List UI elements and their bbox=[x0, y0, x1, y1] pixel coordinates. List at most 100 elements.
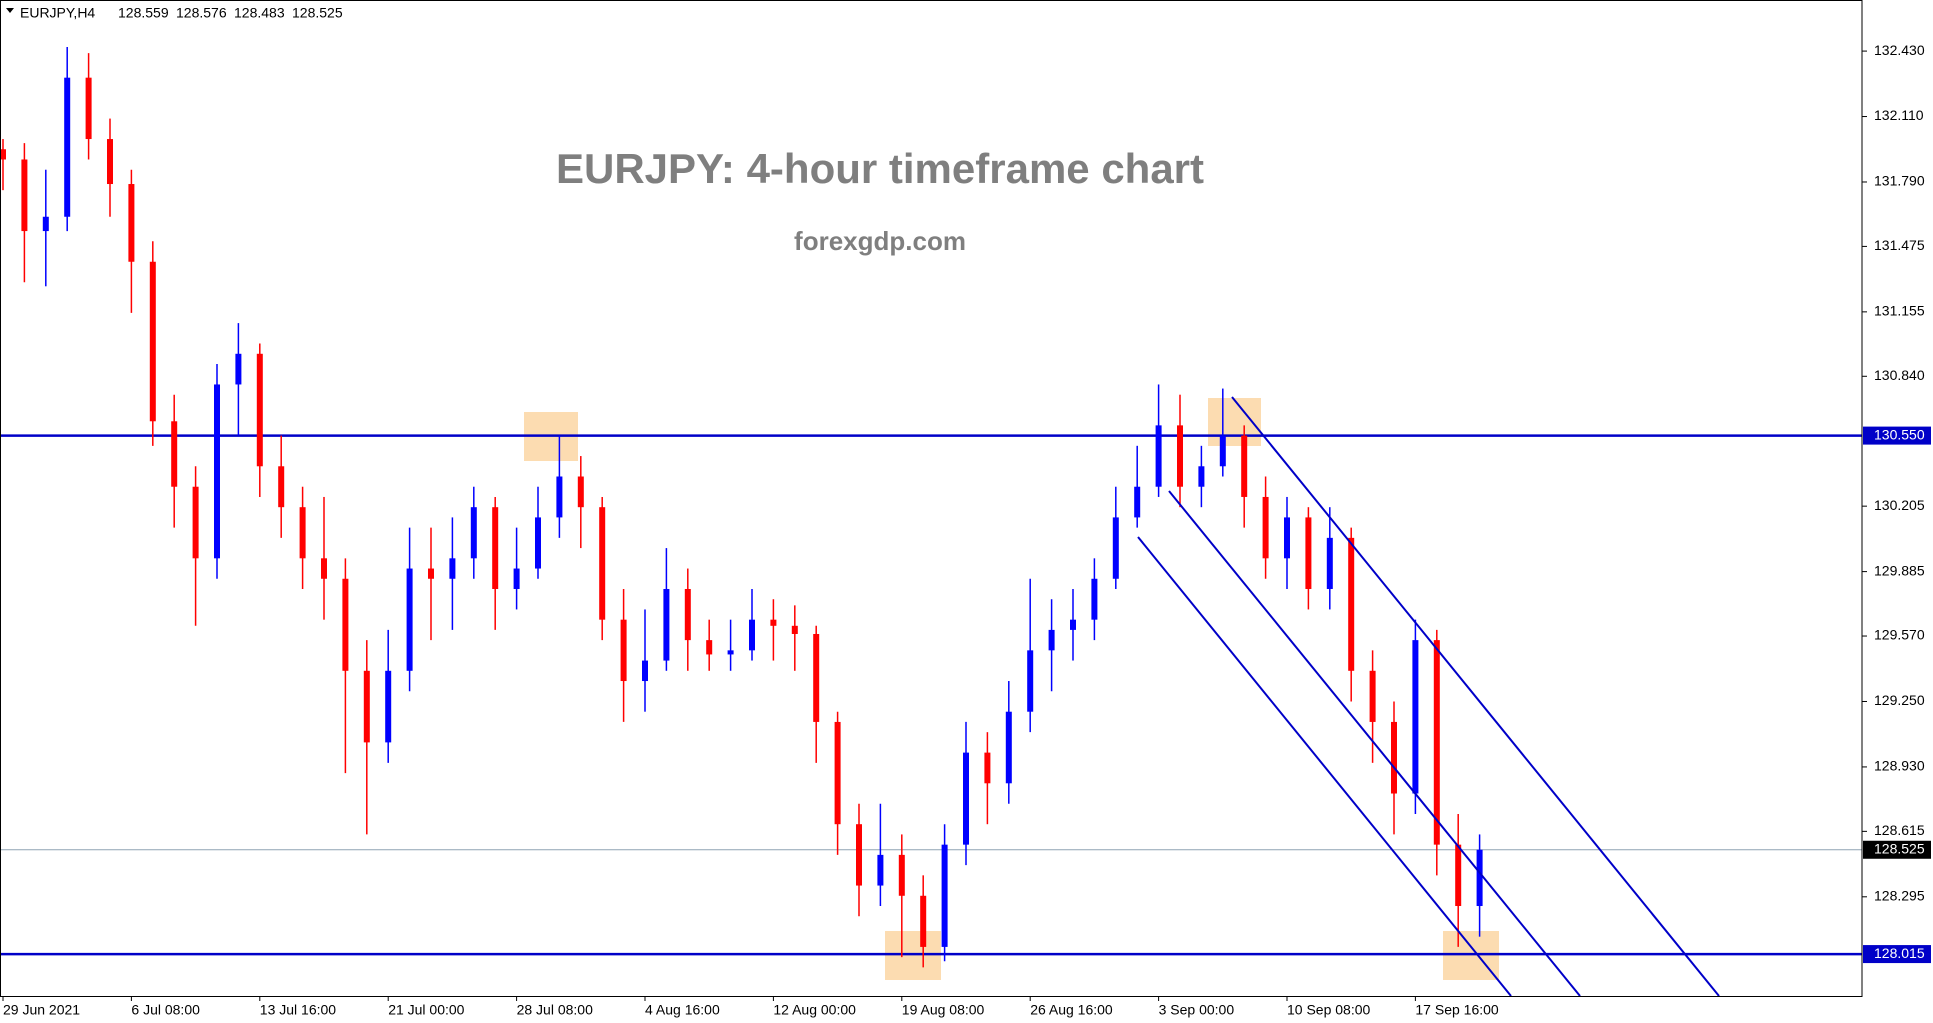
candle-body bbox=[342, 578, 349, 671]
candle-body bbox=[1070, 619, 1076, 630]
plot-border bbox=[0, 0, 1863, 997]
candle-body bbox=[599, 507, 606, 620]
candle-body bbox=[1262, 496, 1269, 559]
candle-body bbox=[1476, 849, 1483, 907]
channel-line bbox=[1137, 536, 1512, 997]
candle-body bbox=[1284, 517, 1290, 559]
candle-body bbox=[791, 625, 798, 634]
x-tick-label: 28 Jul 08:00 bbox=[517, 1002, 593, 1018]
candle-body bbox=[256, 353, 263, 467]
candle-body bbox=[941, 844, 948, 947]
menu-arrow bbox=[6, 8, 14, 13]
candle-body bbox=[1155, 425, 1162, 487]
candle-body bbox=[1348, 537, 1355, 671]
x-tick-label: 17 Sep 16:00 bbox=[1415, 1002, 1499, 1018]
candle-body bbox=[64, 77, 71, 217]
candle-body bbox=[1134, 486, 1141, 518]
candle-body bbox=[149, 261, 156, 422]
candle-body bbox=[0, 149, 6, 160]
level-label: 128.015 bbox=[1874, 945, 1925, 961]
chart-title: EURJPY: 4-hour timeframe chart bbox=[556, 145, 1204, 192]
candle-body bbox=[1326, 537, 1333, 589]
quote-value: 128.525 bbox=[292, 5, 343, 21]
level-label-box bbox=[1863, 426, 1931, 445]
x-tick-label: 26 Aug 16:00 bbox=[1030, 1002, 1113, 1018]
candle-body bbox=[898, 854, 905, 896]
y-tick-label: 131.155 bbox=[1874, 303, 1925, 319]
x-tick-label: 4 Aug 16:00 bbox=[645, 1002, 720, 1018]
price-label-box bbox=[1863, 840, 1931, 859]
x-tick-label: 10 Sep 08:00 bbox=[1287, 1002, 1371, 1018]
candle-body bbox=[984, 752, 991, 784]
x-tick-label: 6 Jul 08:00 bbox=[131, 1002, 200, 1018]
candle-body bbox=[1048, 629, 1055, 651]
candle-body bbox=[856, 824, 862, 886]
y-tick-label: 130.840 bbox=[1874, 367, 1925, 383]
candle-body bbox=[663, 588, 670, 661]
candle-body bbox=[363, 670, 370, 743]
channel-lines bbox=[1137, 396, 1720, 997]
candle-body bbox=[470, 507, 477, 559]
candle-body bbox=[1219, 435, 1226, 467]
candle-body bbox=[749, 619, 755, 651]
plot-layer bbox=[0, 46, 1862, 968]
candle-body bbox=[42, 216, 49, 232]
candle-body bbox=[1433, 640, 1440, 845]
candle-body bbox=[1112, 517, 1119, 579]
candle-body bbox=[214, 384, 220, 559]
candle-body bbox=[1198, 466, 1205, 487]
candle-body bbox=[1412, 640, 1419, 794]
candle-body bbox=[642, 660, 648, 682]
candle-body bbox=[1455, 844, 1462, 907]
x-tick-label: 21 Jul 00:00 bbox=[388, 1002, 464, 1018]
y-tick-label: 131.475 bbox=[1874, 237, 1925, 253]
y-tick-label: 131.790 bbox=[1874, 173, 1925, 189]
candle-body bbox=[299, 507, 306, 559]
candle-body bbox=[620, 619, 627, 682]
y-tick-label: 128.930 bbox=[1874, 758, 1925, 774]
level-label-box bbox=[1863, 945, 1931, 964]
channel-line bbox=[1231, 396, 1720, 997]
candle-body bbox=[406, 568, 413, 671]
candle-body bbox=[235, 353, 242, 385]
candle-body bbox=[321, 558, 327, 579]
candle-body bbox=[1177, 425, 1183, 487]
candle-body bbox=[684, 588, 691, 641]
candle-body bbox=[727, 650, 734, 655]
candle-body bbox=[449, 558, 456, 579]
level-label: 130.550 bbox=[1874, 426, 1925, 442]
candle-body bbox=[1305, 517, 1312, 589]
price-label: 128.525 bbox=[1874, 840, 1925, 856]
candle-body bbox=[513, 568, 520, 589]
candle-body bbox=[963, 752, 969, 845]
candle-body bbox=[192, 486, 199, 559]
candle-body bbox=[278, 466, 285, 508]
channel-line bbox=[1168, 490, 1581, 997]
y-tick-label: 129.570 bbox=[1874, 627, 1925, 643]
axis-layer: 132.430 132.110 131.790 131.475 131.155 130.8… bbox=[2, 42, 1931, 1018]
candle-body bbox=[428, 568, 434, 579]
quote-value: 128.576 bbox=[176, 5, 227, 21]
highlight-box bbox=[885, 931, 941, 980]
candle-body bbox=[1005, 711, 1012, 784]
y-tick-label: 128.615 bbox=[1874, 822, 1925, 838]
candle-body bbox=[770, 619, 777, 626]
y-tick-label: 132.110 bbox=[1874, 107, 1924, 123]
candle-body bbox=[813, 633, 820, 722]
candle-body bbox=[834, 721, 841, 825]
candle-body bbox=[1369, 670, 1376, 722]
chart-subtitle: forexgdp.com bbox=[794, 226, 966, 256]
candle-body bbox=[1241, 435, 1248, 497]
x-tick-label: 12 Aug 00:00 bbox=[773, 1002, 856, 1018]
x-tick-label: 13 Jul 16:00 bbox=[260, 1002, 336, 1018]
candle-body bbox=[577, 476, 584, 508]
quote-value: 128.483 bbox=[234, 5, 285, 21]
x-tick-label: 29 Jun 2021 bbox=[3, 1002, 80, 1018]
candle-body bbox=[1091, 578, 1098, 620]
candle-body bbox=[85, 77, 92, 140]
candle-body bbox=[535, 517, 541, 569]
highlight-box bbox=[1443, 931, 1499, 980]
candle-body bbox=[920, 895, 927, 947]
candle-body bbox=[492, 507, 499, 589]
